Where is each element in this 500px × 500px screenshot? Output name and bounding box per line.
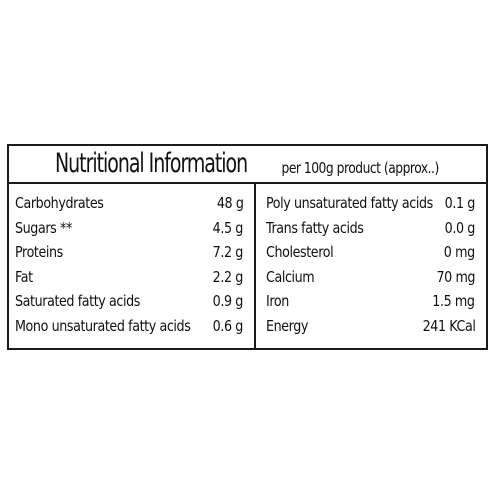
nutrient-row: Carbohydrates 48 g xyxy=(15,194,243,219)
nutrient-value: 241 KCal xyxy=(422,316,475,335)
nutrient-label: Proteins xyxy=(15,243,63,261)
nutrient-value: 1.5 mg xyxy=(432,292,476,310)
panel-subtitle: per 100g product (approx..) xyxy=(281,159,440,177)
nutrient-value: 0.1 g xyxy=(444,194,476,212)
nutrient-value: 48 g xyxy=(216,194,243,212)
nutrition-panel: Nutritional Information per 100g product… xyxy=(7,144,488,350)
nutrient-label: Mono unsaturated fatty acids xyxy=(15,316,191,335)
nutrient-label: Trans fatty acids xyxy=(266,218,364,237)
nutrient-row: Cholesterol 0 mg xyxy=(266,243,475,268)
nutrient-label: Sugars ** xyxy=(15,218,72,237)
panel-title: Nutritional Information xyxy=(55,148,248,179)
nutrient-list-left: Carbohydrates 48 g Sugars ** 4.5 g Prote… xyxy=(15,194,243,341)
nutrient-value: 0 mg xyxy=(444,243,475,261)
nutrient-row: Poly unsaturated fatty acids 0.1 g xyxy=(266,194,475,219)
nutrient-value: 0.6 g xyxy=(212,316,244,335)
nutrient-label: Cholesterol xyxy=(266,243,334,261)
nutrient-row: Calcium 70 mg xyxy=(266,268,475,293)
nutrient-row: Saturated fatty acids 0.9 g xyxy=(15,292,243,317)
column-divider xyxy=(254,184,256,348)
nutrient-value: 4.5 g xyxy=(212,218,244,237)
nutrient-row: Energy 241 KCal xyxy=(266,317,475,342)
nutrient-row: Mono unsaturated fatty acids 0.6 g xyxy=(15,317,243,342)
nutrient-label: Iron xyxy=(266,292,289,310)
nutrient-label: Saturated fatty acids xyxy=(15,292,141,310)
nutrient-label: Carbohydrates xyxy=(15,194,104,212)
nutrient-label: Poly unsaturated fatty acids xyxy=(266,194,433,212)
nutrient-label: Fat xyxy=(15,267,33,286)
nutrient-value: 7.2 g xyxy=(212,243,244,261)
nutrient-row: Fat 2.2 g xyxy=(15,268,243,293)
nutrient-value: 0.0 g xyxy=(444,218,476,237)
nutrient-row: Iron 1.5 mg xyxy=(266,292,475,317)
nutrient-value: 70 mg xyxy=(436,267,475,286)
nutrient-label: Calcium xyxy=(266,267,315,286)
nutrient-row: Sugars ** 4.5 g xyxy=(15,219,243,244)
nutrient-list-right: Poly unsaturated fatty acids 0.1 g Trans… xyxy=(266,194,475,341)
nutrient-row: Trans fatty acids 0.0 g xyxy=(266,219,475,244)
nutrient-value: 2.2 g xyxy=(212,267,244,286)
nutrient-value: 0.9 g xyxy=(212,292,244,310)
nutrient-label: Energy xyxy=(266,316,309,335)
nutrient-row: Proteins 7.2 g xyxy=(15,243,243,268)
panel-header: Nutritional Information per 100g product… xyxy=(9,146,486,184)
